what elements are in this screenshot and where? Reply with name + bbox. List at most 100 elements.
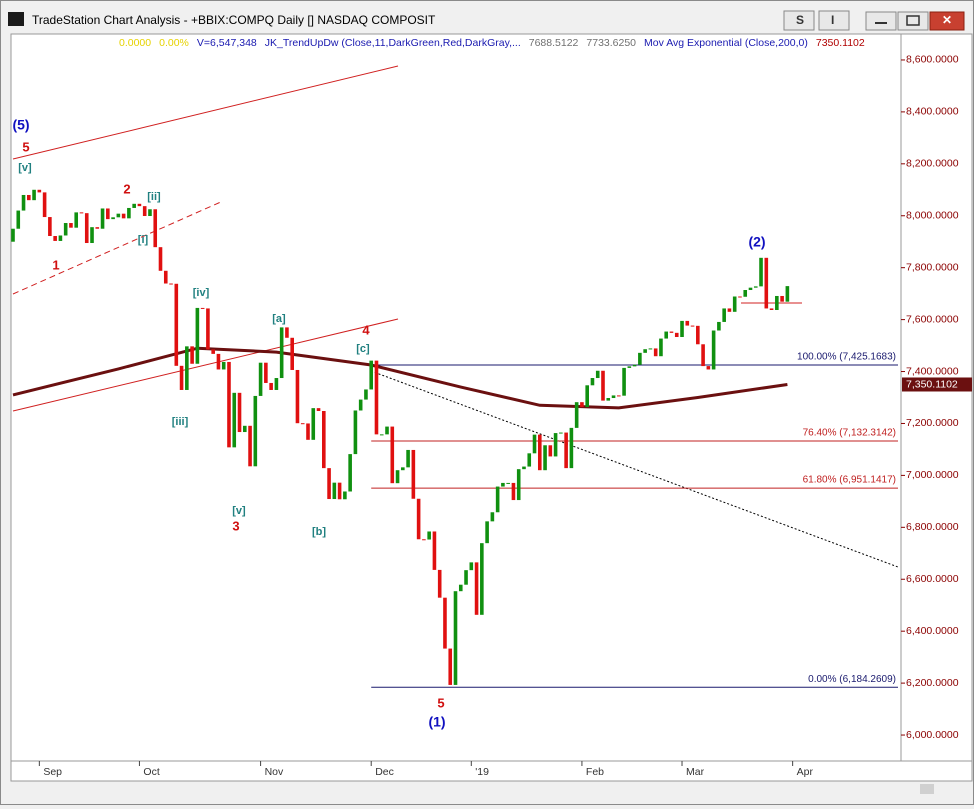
wave-label: [b] — [312, 526, 326, 538]
y-tick-label: 7,400.0000 — [906, 365, 959, 377]
x-tick-label: Oct — [143, 766, 159, 778]
candle — [190, 346, 194, 364]
candle — [648, 348, 653, 350]
y-tick-label: 8,000.0000 — [906, 210, 959, 222]
info-item: 7688.5122 — [529, 37, 579, 49]
candle — [106, 208, 110, 220]
y-tick-label: 8,400.0000 — [906, 106, 959, 118]
candle — [553, 433, 558, 457]
candle — [158, 247, 163, 271]
close-button[interactable] — [929, 11, 965, 31]
candle — [732, 296, 737, 312]
candle — [717, 321, 721, 331]
wave-label: 1 — [52, 257, 59, 272]
candle — [306, 423, 310, 440]
app-icon — [8, 12, 24, 26]
candle — [79, 212, 84, 214]
x-tick-label: Feb — [586, 766, 604, 778]
info-item: 0.00% — [159, 37, 189, 49]
candle — [722, 308, 726, 322]
candle — [385, 426, 389, 435]
candle — [258, 362, 263, 396]
candle — [274, 378, 279, 390]
candle — [595, 370, 600, 379]
candle — [290, 337, 294, 370]
x-tick-label: Nov — [265, 766, 284, 778]
candle — [127, 207, 131, 219]
x-tick-label: Dec — [375, 766, 394, 778]
price-axis — [900, 33, 973, 762]
candle — [469, 562, 474, 571]
candle — [269, 382, 273, 390]
plot: 100.00% (7,425.1683) 76.40% (7,132.3142) 6… — [11, 117, 898, 730]
y-tick-label: 6,000.0000 — [906, 729, 959, 741]
candle — [32, 189, 36, 201]
candle — [490, 512, 495, 522]
candle — [474, 562, 479, 615]
candle — [685, 320, 690, 326]
candle — [163, 270, 168, 284]
candle — [401, 467, 405, 471]
wave-label: (1) — [428, 714, 445, 730]
candle — [416, 498, 421, 540]
candle — [511, 482, 516, 501]
candle — [316, 408, 321, 412]
candle — [285, 327, 289, 338]
candle — [279, 327, 284, 379]
candle — [738, 296, 742, 298]
candle — [569, 427, 574, 469]
wave-label: (2) — [748, 234, 765, 250]
scrollbar[interactable] — [11, 782, 972, 796]
candle — [216, 353, 221, 370]
candle — [669, 331, 674, 333]
candle — [264, 362, 268, 383]
candle — [248, 425, 252, 467]
candle — [69, 223, 73, 228]
candle — [153, 209, 158, 248]
x-tick-label: Mar — [686, 766, 705, 778]
wave-label: [a] — [272, 313, 286, 325]
x-tick-label: '19 — [475, 766, 489, 778]
candle — [111, 217, 115, 220]
wave-label: 2 — [123, 181, 130, 196]
y-tick-label: 6,800.0000 — [906, 521, 959, 533]
candle — [42, 192, 47, 218]
s-button[interactable] — [783, 10, 815, 31]
candle — [743, 290, 748, 297]
x-tick-label: Sep — [43, 766, 62, 778]
candle — [95, 227, 100, 229]
y-tick-label: 6,200.0000 — [906, 677, 959, 689]
minimize-button[interactable] — [865, 11, 897, 31]
candle — [227, 361, 231, 448]
candle — [116, 213, 121, 218]
wave-label: (5) — [12, 117, 29, 133]
candle — [311, 408, 316, 440]
candle — [237, 392, 242, 433]
candle — [443, 597, 447, 649]
candle — [253, 395, 258, 467]
info-item: 7733.6250 — [586, 37, 636, 49]
candle — [701, 344, 705, 367]
candle — [674, 332, 679, 338]
candle — [53, 236, 57, 241]
candle — [753, 286, 758, 288]
last-value-label: 7,350.1102 — [906, 378, 958, 390]
s-icon: S — [796, 13, 804, 27]
candle — [627, 366, 632, 368]
candle — [100, 208, 105, 229]
trendline — [12, 65, 399, 160]
i-button[interactable] — [818, 10, 850, 31]
candle — [174, 283, 179, 366]
maximize-button[interactable] — [897, 11, 929, 31]
scroll-thumb[interactable] — [920, 784, 934, 794]
last-value-tag — [902, 377, 972, 392]
wave-label: [v] — [232, 505, 246, 517]
candle — [537, 434, 542, 471]
maximize-icon — [906, 15, 920, 26]
candle — [638, 352, 642, 365]
candle — [132, 203, 136, 208]
candle — [185, 346, 189, 390]
candle — [769, 308, 774, 311]
